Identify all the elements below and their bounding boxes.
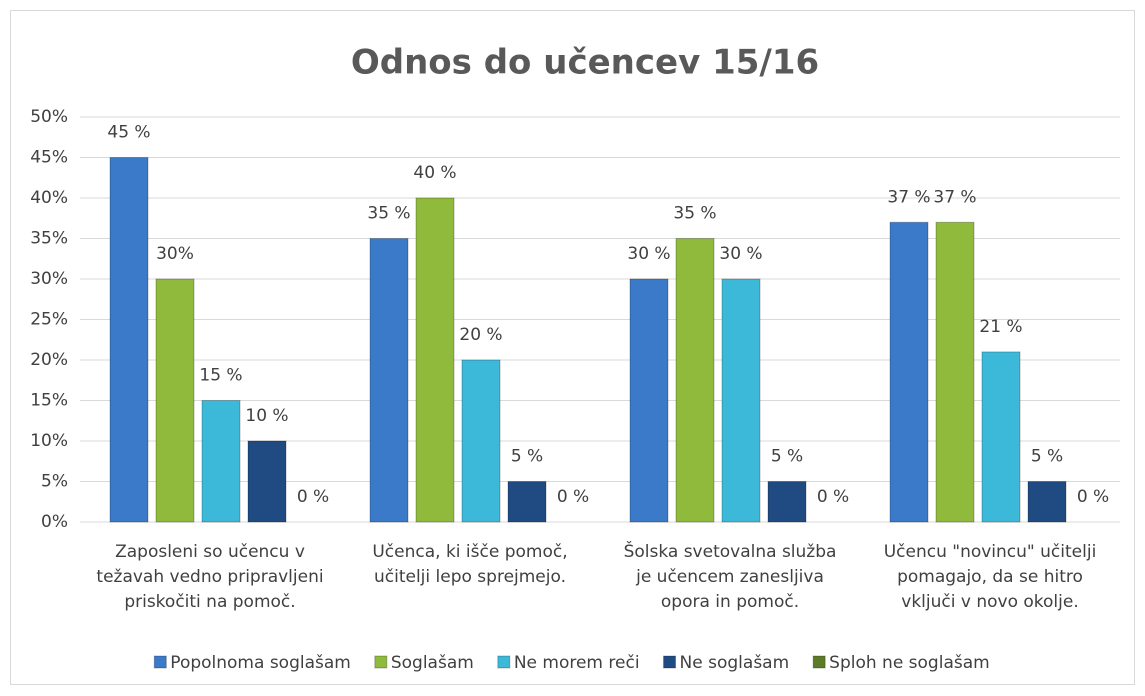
x-tick-label: težavah vedno pripravljeni (96, 567, 323, 587)
bar (889, 221, 929, 523)
legend-label: Sploh ne soglašam (829, 653, 990, 673)
legend-marker (374, 655, 388, 669)
data-label: 30 % (719, 244, 762, 264)
bar (721, 278, 761, 523)
data-label: 0 % (1077, 487, 1109, 507)
legend-marker (497, 655, 511, 669)
y-tick-label: 5% (41, 472, 68, 492)
x-tick-label: opora in pomoč. (661, 592, 799, 612)
x-tick-label: Učencu "novincu" učitelji (884, 542, 1097, 562)
y-tick-label: 45% (30, 148, 68, 168)
bar (201, 400, 241, 523)
bar (629, 278, 669, 523)
x-tick-label: vključi v novo okolje. (901, 592, 1078, 612)
bar (369, 238, 409, 523)
y-tick-label: 15% (30, 391, 68, 411)
y-tick-label: 25% (30, 310, 68, 330)
data-label: 0 % (557, 487, 589, 507)
y-tick-label: 30% (30, 269, 68, 289)
bar (461, 359, 501, 523)
y-tick-label: 50% (30, 107, 68, 127)
legend-label: Soglašam (391, 653, 474, 673)
bar (507, 481, 547, 523)
data-label: 20 % (459, 325, 502, 345)
bar (109, 157, 149, 523)
data-label: 35 % (673, 204, 716, 224)
legend-label: Ne morem reči (514, 653, 640, 673)
legend-marker (663, 655, 677, 669)
legend-label: Ne soglašam (680, 653, 790, 673)
x-tick-label: priskočiti na pomoč. (124, 592, 295, 612)
bar (767, 481, 807, 523)
x-tick-label: učitelji lepo sprejmejo. (374, 567, 566, 587)
x-tick-label: pomagajo, da se hitro (897, 567, 1083, 587)
data-label: 35 % (367, 204, 410, 224)
chart-title: Odnos do učencev 15/16 (351, 43, 819, 83)
x-tick-label: Zaposleni so učencu v (115, 542, 305, 562)
data-label: 30 % (627, 244, 670, 264)
bar (247, 440, 287, 523)
x-tick-label: je učencem zanesljiva (635, 567, 824, 587)
bar (415, 197, 455, 523)
data-label: 30% (156, 244, 194, 264)
legend-marker (153, 655, 167, 669)
data-label: 0 % (817, 487, 849, 507)
data-label: 5 % (1031, 447, 1063, 467)
data-label: 15 % (199, 366, 242, 386)
bar (155, 278, 195, 523)
data-label: 21 % (979, 317, 1022, 337)
y-tick-label: 35% (30, 229, 68, 249)
bar (675, 238, 715, 523)
bar (981, 351, 1021, 523)
x-tick-label: Šolska svetovalna služba (624, 540, 837, 562)
y-tick-label: 10% (30, 431, 68, 451)
data-label: 37 % (887, 187, 930, 207)
x-tick-label: Učenca, ki išče pomoč, (372, 542, 567, 562)
legend-label: Popolnoma soglašam (170, 653, 351, 673)
legend-marker (812, 655, 826, 669)
y-tick-label: 40% (30, 188, 68, 208)
data-label: 45 % (107, 123, 150, 143)
bar (1027, 481, 1067, 523)
data-label: 0 % (297, 487, 329, 507)
data-label: 5 % (511, 447, 543, 467)
data-label: 40 % (413, 163, 456, 183)
data-label: 5 % (771, 447, 803, 467)
data-label: 10 % (245, 406, 288, 426)
data-label: 37 % (933, 187, 976, 207)
y-tick-label: 20% (30, 350, 68, 370)
y-tick-label: 0% (41, 512, 68, 532)
bar (935, 221, 975, 523)
